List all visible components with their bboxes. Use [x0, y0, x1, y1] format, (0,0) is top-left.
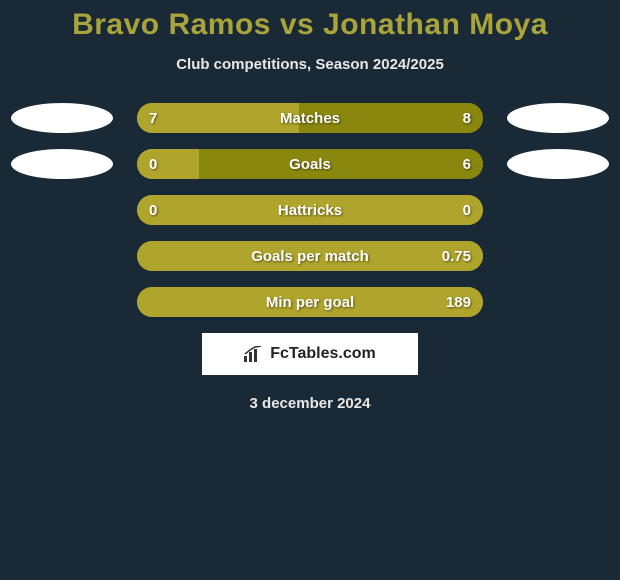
oval-spacer: [507, 241, 609, 271]
subtitle: Club competitions, Season 2024/2025: [0, 56, 620, 73]
bar-right-fill: [199, 149, 483, 179]
team-oval-left: [11, 103, 113, 133]
logo-text: FcTables.com: [270, 345, 376, 363]
player1-name: Bravo Ramos: [72, 8, 271, 41]
bar-left-fill: [137, 241, 483, 271]
team-oval-right: [507, 103, 609, 133]
stat-row: 0.75Goals per match: [0, 241, 620, 271]
bar-left-fill: [137, 103, 299, 133]
page-title: Bravo Ramos vs Jonathan Moya: [0, 8, 620, 42]
team-oval-left: [11, 149, 113, 179]
stat-row: 00Hattricks: [0, 195, 620, 225]
oval-spacer: [11, 287, 113, 317]
stat-bar: 78Matches: [137, 103, 483, 133]
date-label: 3 december 2024: [0, 395, 620, 412]
stat-row: 06Goals: [0, 149, 620, 179]
stat-bar: 189Min per goal: [137, 287, 483, 317]
vs-label: vs: [280, 8, 314, 41]
oval-spacer: [11, 195, 113, 225]
stat-bar: 0.75Goals per match: [137, 241, 483, 271]
stat-rows: 78Matches 06Goals 00Hattricks 0.75Goals per…: [0, 103, 620, 317]
player2-name: Jonathan Moya: [323, 8, 548, 41]
bar-left-fill: [137, 287, 483, 317]
oval-spacer: [11, 241, 113, 271]
bar-left-fill: [137, 195, 483, 225]
stat-row: 78Matches: [0, 103, 620, 133]
logo-box[interactable]: FcTables.com: [202, 333, 418, 375]
comparison-widget: Bravo Ramos vs Jonathan Moya Club compet…: [0, 0, 620, 412]
bar-right-fill: [299, 103, 483, 133]
stat-row: 189Min per goal: [0, 287, 620, 317]
oval-spacer: [507, 287, 609, 317]
chart-icon: [244, 346, 264, 362]
stat-bar: 06Goals: [137, 149, 483, 179]
stat-bar: 00Hattricks: [137, 195, 483, 225]
oval-spacer: [507, 195, 609, 225]
team-oval-right: [507, 149, 609, 179]
logo: FcTables.com: [244, 345, 376, 363]
bar-left-fill: [137, 149, 199, 179]
